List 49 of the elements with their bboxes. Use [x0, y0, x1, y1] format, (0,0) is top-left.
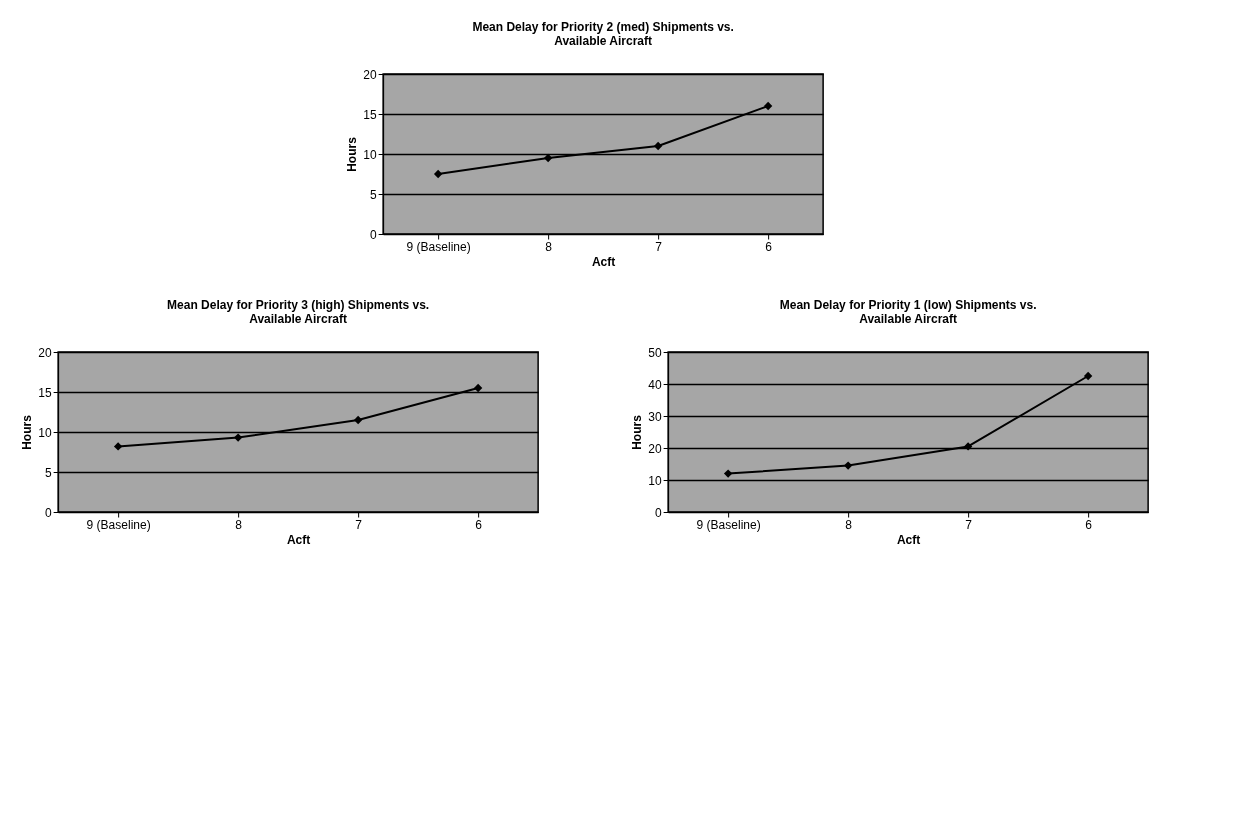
- point: [473, 383, 483, 393]
- x-tick-label: 8: [545, 239, 553, 254]
- chart-title: Mean Delay for Priority 1 (low) Shipments vs. Available Aircraft: [779, 298, 1037, 326]
- y-tick-label: 50: [648, 345, 662, 360]
- x-tick-label: 8: [845, 517, 853, 532]
- point: [113, 442, 123, 451]
- y-tick-label: 5: [369, 187, 377, 202]
- y-tick-label: 10: [363, 147, 377, 162]
- point: [1083, 371, 1093, 381]
- x-axis-title: Acft: [286, 532, 311, 547]
- y-axis-title: Hours: [345, 136, 360, 172]
- y-tick-label: 20: [38, 345, 52, 360]
- x-tick-label: 6: [1085, 517, 1093, 532]
- point: [843, 461, 853, 470]
- point: [723, 469, 733, 478]
- x-tick-label: 9 (Baseline): [86, 517, 151, 532]
- y-axis-title: Hours: [630, 414, 645, 450]
- y-tick-label: 0: [654, 505, 662, 520]
- x-tick-label: 8: [235, 517, 243, 532]
- x-tick-label: 9 (Baseline): [406, 239, 471, 254]
- x-axis-title: Acft: [896, 532, 921, 547]
- x-tick-label: 9 (Baseline): [696, 517, 761, 532]
- x-tick-label: 7: [355, 517, 363, 532]
- y-tick-label: 20: [648, 441, 662, 456]
- y-tick-label: 15: [38, 385, 52, 400]
- y-tick-label: 5: [44, 465, 52, 480]
- y-tick-label: 40: [648, 377, 662, 392]
- y-tick-label: 20: [363, 67, 377, 82]
- x-tick-label: 7: [655, 239, 663, 254]
- x-tick-label: 6: [765, 239, 773, 254]
- y-tick-label: 10: [38, 425, 52, 440]
- x-tick-label: 6: [475, 517, 483, 532]
- y-tick-label: 30: [648, 409, 662, 424]
- point: [653, 141, 663, 151]
- point: [763, 101, 773, 111]
- y-tick-label: 0: [369, 227, 377, 242]
- point: [433, 169, 443, 179]
- y-tick-label: 10: [648, 473, 662, 488]
- x-axis-title: Acft: [591, 254, 616, 269]
- chart-title: Mean Delay for Priority 3 (high) Shipments vs. Available Aircraft: [167, 298, 430, 326]
- x-tick-label: 7: [965, 517, 973, 532]
- point: [543, 153, 553, 163]
- point: [963, 442, 973, 451]
- y-axis-title: Hours: [20, 414, 35, 450]
- y-tick-label: 0: [44, 505, 52, 520]
- point: [233, 433, 243, 442]
- y-tick-label: 15: [363, 107, 377, 122]
- chart-title: Mean Delay for Priority 2 (med) Shipments vs. Available Aircraft: [472, 20, 734, 48]
- point: [353, 415, 363, 425]
